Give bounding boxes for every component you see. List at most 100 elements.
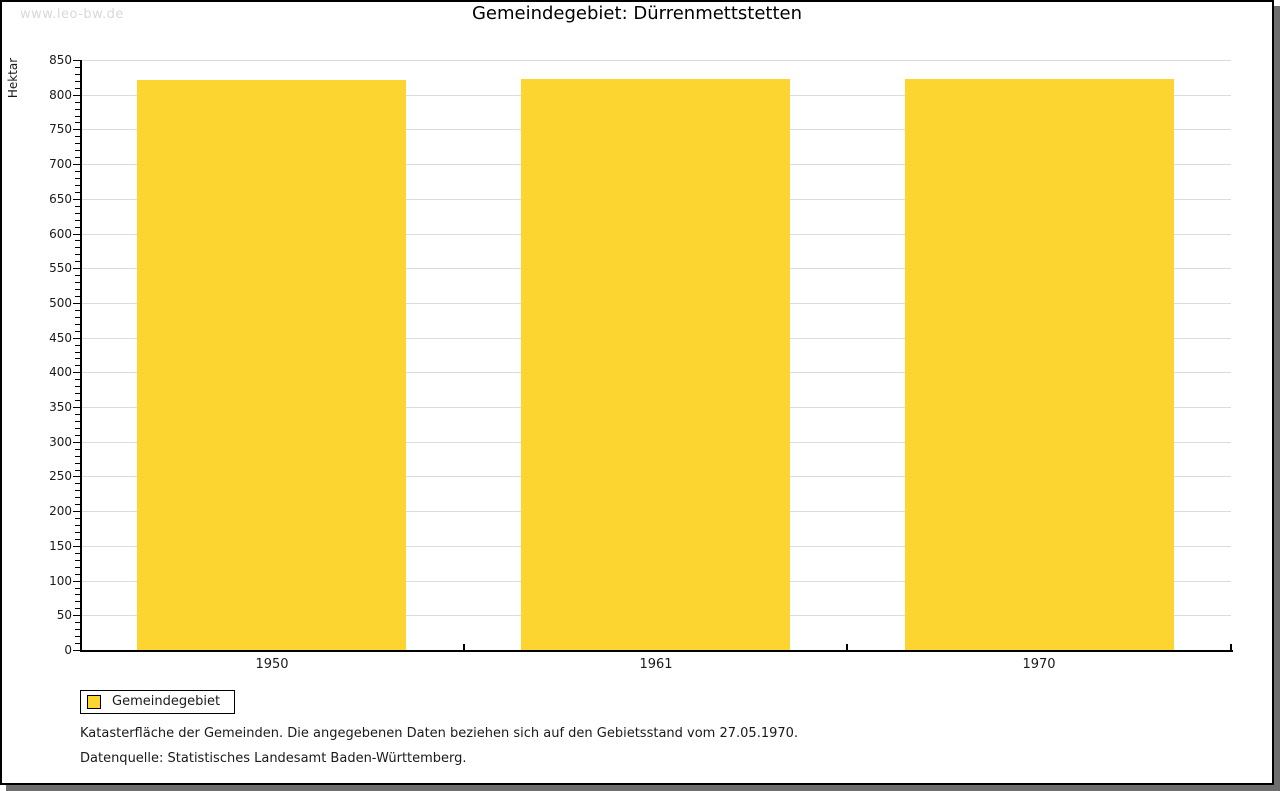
bar-1970 (905, 79, 1174, 650)
legend-swatch (87, 695, 101, 709)
plot-area: 0 50 100 150 200 250 300 350 400 450 500 550 600 650 7… (2, 2, 1272, 783)
y-tick (75, 379, 80, 380)
y-tick (75, 574, 80, 575)
y-tick (75, 421, 80, 422)
y-tick-label: 100 (49, 574, 72, 588)
y-tick-label: 850 (49, 53, 72, 67)
y-tick (75, 261, 80, 262)
y-tick (75, 518, 80, 519)
y-tick (75, 497, 80, 498)
y-tick-label: 650 (49, 192, 72, 206)
y-tick (73, 268, 80, 269)
y-tick-label: 600 (49, 227, 72, 241)
y-tick (75, 463, 80, 464)
y-tick (75, 102, 80, 103)
y-tick (75, 643, 80, 644)
y-tick-label: 500 (49, 296, 72, 310)
y-tick (75, 504, 80, 505)
x-tick (846, 644, 848, 650)
y-tick (75, 601, 80, 602)
y-tick (73, 407, 80, 408)
y-tick (75, 435, 80, 436)
y-tick (75, 67, 80, 68)
y-tick (75, 594, 80, 595)
y-tick (75, 206, 80, 207)
y-tick (75, 352, 80, 353)
y-tick-label: 800 (49, 88, 72, 102)
y-tick (75, 324, 80, 325)
y-tick (75, 414, 80, 415)
watermark: www.leo-bw.de (20, 7, 124, 22)
y-tick (75, 629, 80, 630)
y-tick (75, 282, 80, 283)
y-tick (73, 60, 80, 61)
y-tick (75, 185, 80, 186)
y-tick (75, 539, 80, 540)
y-tick (75, 317, 80, 318)
y-tick-label: 750 (49, 122, 72, 136)
y-tick (75, 386, 80, 387)
y-tick (73, 303, 80, 304)
x-axis-line (80, 650, 1233, 652)
y-tick (75, 88, 80, 89)
y-tick (75, 157, 80, 158)
y-tick-label: 350 (49, 400, 72, 414)
y-tick (75, 227, 80, 228)
y-tick (75, 81, 80, 82)
y-tick (75, 567, 80, 568)
gridline (82, 60, 1231, 61)
chart-title: Gemeindegebiet: Dürrenmettstetten (471, 3, 803, 24)
y-tick-label: 400 (49, 365, 72, 379)
y-tick (75, 490, 80, 491)
y-tick (75, 122, 80, 123)
y-tick (75, 365, 80, 366)
y-tick (73, 581, 80, 582)
y-tick (75, 275, 80, 276)
y-tick (75, 192, 80, 193)
y-tick (73, 511, 80, 512)
footnote: Katasterfläche der Gemeinden. Die angege… (80, 726, 799, 741)
y-tick (75, 588, 80, 589)
y-tick (75, 109, 80, 110)
y-tick (75, 171, 80, 172)
y-tick (75, 289, 80, 290)
x-tick (463, 644, 465, 650)
data-source: Datenquelle: Statistisches Landesamt Bad… (80, 751, 467, 766)
y-tick (75, 553, 80, 554)
y-tick (73, 650, 80, 651)
y-tick-label: 0 (64, 643, 72, 657)
y-tick (75, 470, 80, 471)
y-tick-label: 300 (49, 435, 72, 449)
y-tick (75, 358, 80, 359)
y-tick (75, 310, 80, 311)
y-tick (75, 345, 80, 346)
y-tick-label: 250 (49, 469, 72, 483)
y-tick (75, 483, 80, 484)
y-tick (75, 254, 80, 255)
y-tick-label: 700 (49, 157, 72, 171)
y-tick (75, 220, 80, 221)
y-tick (75, 532, 80, 533)
y-tick (75, 622, 80, 623)
y-tick (75, 525, 80, 526)
y-tick-label: 450 (49, 331, 72, 345)
y-axis-line (80, 60, 82, 652)
y-tick-label: 200 (49, 504, 72, 518)
y-tick (75, 400, 80, 401)
y-tick (75, 608, 80, 609)
y-tick (75, 213, 80, 214)
y-tick (73, 615, 80, 616)
y-tick (75, 116, 80, 117)
y-tick (75, 247, 80, 248)
y-tick (75, 560, 80, 561)
y-tick-label: 150 (49, 539, 72, 553)
y-tick (73, 338, 80, 339)
y-tick (75, 428, 80, 429)
y-tick (73, 234, 80, 235)
y-tick (73, 164, 80, 165)
y-tick (75, 331, 80, 332)
y-tick-label: 50 (56, 608, 72, 622)
y-tick (75, 456, 80, 457)
y-tick (73, 546, 80, 547)
